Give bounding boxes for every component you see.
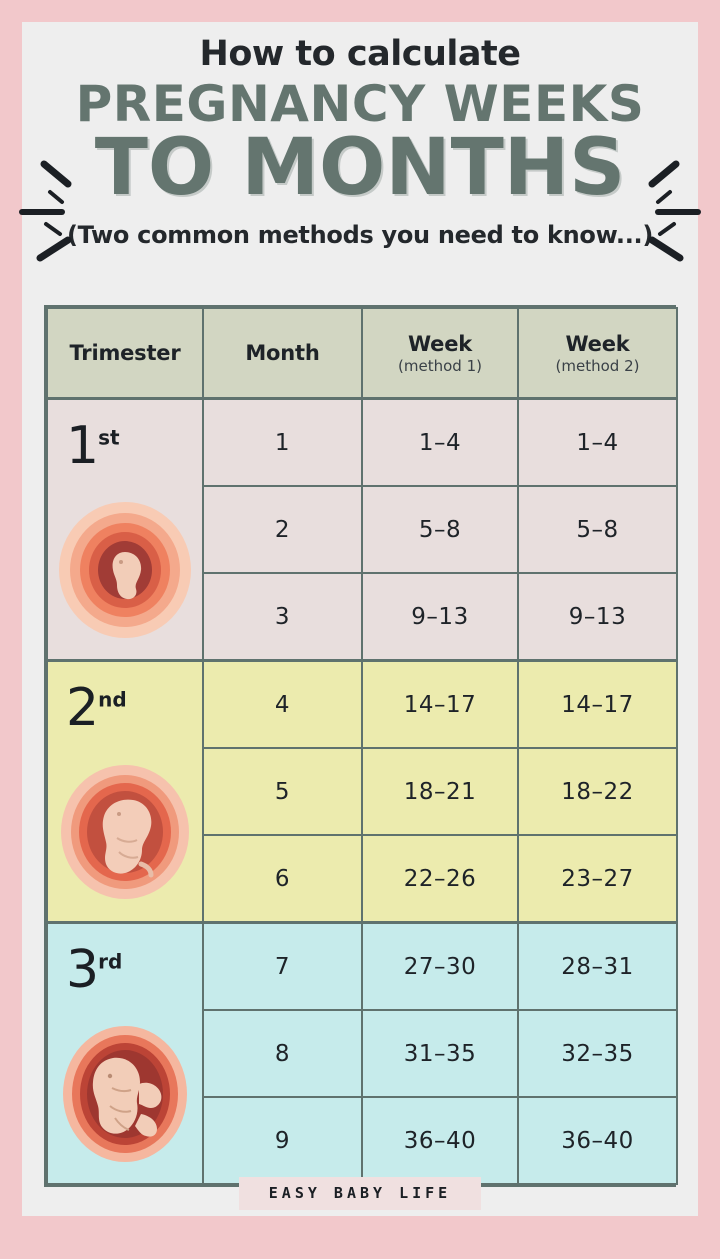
first-trimester-embryo-icon xyxy=(55,490,195,640)
trimester-ordinal-3: rd xyxy=(98,949,123,974)
cell-month: 9 xyxy=(202,1096,363,1185)
header-title-line-1: PREGNANCY WEEKS xyxy=(75,74,645,133)
table-row: 1st xyxy=(46,397,678,662)
trimester-number-1: 1 xyxy=(66,415,99,476)
cell-month: 4 xyxy=(202,659,363,749)
column-header-week-method-2-sublabel: (method 2) xyxy=(555,356,640,375)
third-trimester-baby-icon xyxy=(55,1014,195,1164)
column-header-week-method-2: Week (method 2) xyxy=(517,307,678,400)
trimester-label-1: 1st xyxy=(66,420,120,472)
cell-week-method-1: 36–40 xyxy=(361,1096,519,1185)
cell-week-method-2: 23–27 xyxy=(517,834,678,924)
trimester-ordinal-1: st xyxy=(98,425,120,450)
header-kicker: How to calculate xyxy=(199,34,521,74)
column-header-week-method-1: Week (method 1) xyxy=(361,307,519,400)
table-header-row: Trimester Month Week (method 1) Week (me… xyxy=(46,307,678,400)
table-row: 6 22–26 23–27 xyxy=(47,834,678,924)
cell-week-method-2: 18–22 xyxy=(517,747,678,836)
cell-month: 8 xyxy=(202,1009,363,1098)
header-title-line-2: TO MONTHS xyxy=(94,122,626,213)
pregnancy-weeks-table: Trimester Month Week (method 1) Week (me… xyxy=(44,305,678,1187)
brand-badge: EASY BABY LIFE xyxy=(238,1177,482,1210)
trimester-number-3: 3 xyxy=(66,939,99,1000)
table-row: 3 9–13 9–13 xyxy=(47,572,678,662)
cell-week-method-1: 18–21 xyxy=(361,747,519,836)
table-row: 2nd xyxy=(46,659,678,924)
cell-week-method-2: 1–4 xyxy=(517,397,678,487)
cell-week-method-1: 14–17 xyxy=(361,659,519,749)
trimester-ordinal-2: nd xyxy=(98,687,127,712)
column-header-week-method-1-label: Week xyxy=(407,331,473,356)
trimester-cell-3: 3rd xyxy=(46,921,204,1185)
cell-week-method-1: 27–30 xyxy=(361,921,519,1011)
footer: EASY BABY LIFE xyxy=(22,1177,698,1210)
table-row: 9 36–40 36–40 xyxy=(47,1096,678,1185)
cell-month: 5 xyxy=(202,747,363,836)
cell-month: 1 xyxy=(202,397,363,487)
cell-week-method-2: 5–8 xyxy=(517,485,678,574)
cell-week-method-2: 9–13 xyxy=(517,572,678,662)
cell-week-method-2: 32–35 xyxy=(517,1009,678,1098)
column-header-trimester: Trimester xyxy=(46,307,204,400)
table-row: 2 5–8 5–8 xyxy=(47,485,678,574)
cell-week-method-2: 14–17 xyxy=(517,659,678,749)
table-row: 3rd xyxy=(46,921,678,1185)
column-header-month: Month xyxy=(202,307,363,400)
trimester-number-2: 2 xyxy=(66,677,99,738)
cell-month: 2 xyxy=(202,485,363,574)
cell-month: 6 xyxy=(202,834,363,924)
column-header-week-method-1-sublabel: (method 1) xyxy=(398,356,482,375)
column-header-trimester-label: Trimester xyxy=(69,341,181,365)
cell-week-method-1: 1–4 xyxy=(361,397,519,487)
cell-week-method-1: 9–13 xyxy=(361,572,519,662)
cell-week-method-1: 5–8 xyxy=(361,485,519,574)
cell-month: 7 xyxy=(202,921,363,1011)
second-trimester-fetus-icon xyxy=(55,752,195,902)
trimester-cell-1: 1st xyxy=(46,397,204,662)
cell-week-method-2: 36–40 xyxy=(517,1096,678,1185)
starburst-left-icon xyxy=(19,160,72,262)
header-subtitle: (Two common methods you need to know...) xyxy=(66,220,654,249)
infographic-canvas: How to calculate PREGNANCY WEEKS TO MONT… xyxy=(19,22,701,1216)
cell-week-method-2: 28–31 xyxy=(517,921,678,1011)
trimester-label-2: 2nd xyxy=(66,682,127,734)
cell-week-method-1: 31–35 xyxy=(361,1009,519,1098)
column-header-month-label: Month xyxy=(245,341,320,365)
cell-week-method-1: 22–26 xyxy=(361,834,519,924)
cell-month: 3 xyxy=(202,572,363,662)
column-header-week-method-2-label: Week xyxy=(565,331,630,356)
trimester-cell-2: 2nd xyxy=(46,659,204,924)
table-row: 5 18–21 18–22 xyxy=(47,747,678,836)
trimester-label-3: 3rd xyxy=(66,944,122,996)
header: How to calculate PREGNANCY WEEKS TO MONT… xyxy=(22,22,698,249)
table-row: 8 31–35 32–35 xyxy=(47,1009,678,1098)
starburst-right-icon xyxy=(648,160,701,262)
